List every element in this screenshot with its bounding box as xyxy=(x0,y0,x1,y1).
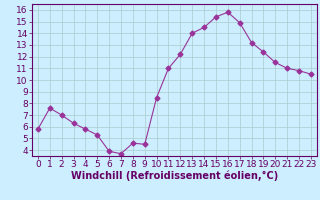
X-axis label: Windchill (Refroidissement éolien,°C): Windchill (Refroidissement éolien,°C) xyxy=(71,171,278,181)
